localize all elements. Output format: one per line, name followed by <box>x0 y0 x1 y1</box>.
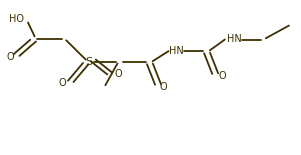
Text: O: O <box>58 78 66 88</box>
Text: HO: HO <box>9 14 24 24</box>
Text: O: O <box>218 71 226 81</box>
Text: HN: HN <box>169 46 184 56</box>
Text: O: O <box>6 52 14 62</box>
Text: HN: HN <box>226 34 241 44</box>
Text: S: S <box>85 57 92 67</box>
Text: O: O <box>114 69 122 79</box>
Text: O: O <box>160 82 167 92</box>
